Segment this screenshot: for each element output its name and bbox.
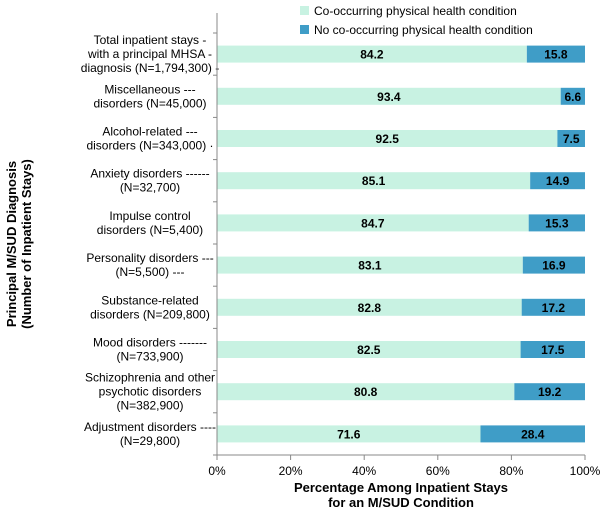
data-label: 15.3 (545, 216, 569, 230)
category-label: Impulse control (109, 209, 190, 223)
category-label: psychotic disorders (99, 385, 202, 399)
y-axis-title: Principal M/SUD Diagnosis (4, 161, 19, 327)
bar-segment (528, 214, 585, 232)
data-label: 82.8 (358, 301, 382, 315)
legend-swatch (300, 25, 309, 34)
bar-segment (557, 130, 585, 147)
bar-segment (514, 383, 585, 401)
x-tick-label: 60% (426, 464, 450, 478)
x-tick-label: 40% (352, 464, 376, 478)
x-axis-title: Percentage Among Inpatient Stays (294, 480, 508, 495)
bar-segment (217, 172, 531, 190)
bar-segment (480, 425, 585, 443)
data-label: 17.5 (541, 343, 565, 357)
data-label: 80.8 (354, 385, 378, 399)
data-label: 84.7 (361, 216, 385, 230)
data-label: 92.5 (376, 132, 400, 146)
data-label: 16.9 (542, 259, 566, 273)
legend-label: No co-occurring physical health conditio… (314, 23, 533, 37)
category-label: disorders (N=209,800) (90, 307, 210, 321)
data-label: 85.1 (362, 174, 386, 188)
bar-segment (520, 341, 585, 358)
category-label: (N=32,700) (120, 181, 180, 195)
category-label: (N=29,800) (120, 434, 180, 448)
data-label: 71.6 (337, 427, 361, 441)
category-label: Substance-related (101, 293, 198, 307)
bar-segment (521, 298, 585, 316)
category-label: (N=5,500) --- (115, 265, 184, 279)
y-axis-title: (Number of Inpatient Stays) (19, 159, 34, 329)
bar-segment (217, 298, 522, 316)
category-label: disorders (N=5,400) (97, 223, 203, 237)
category-label: disorders (N=343,000) · (86, 139, 213, 153)
bar-segment (217, 214, 529, 232)
data-label: 28.4 (521, 427, 545, 441)
legend-label: Co-occurring physical health condition (314, 4, 517, 18)
data-label: 84.2 (360, 48, 384, 62)
x-axis-title: for an M/SUD Condition (328, 495, 474, 510)
bar-segment (217, 45, 527, 63)
category-label: with a principal MHSA - (87, 47, 212, 61)
data-label: 6.6 (565, 90, 582, 104)
category-label: Mood disorders ------- (93, 336, 207, 350)
data-label: 14.9 (546, 174, 570, 188)
data-label: 82.5 (357, 343, 381, 357)
category-label: (N=733,900) (116, 350, 183, 364)
data-label: 83.1 (358, 259, 382, 273)
bar-segment (217, 383, 515, 401)
category-label: (N=382,900) (116, 399, 183, 413)
category-label: diagnosis (N=1,794,300) - (81, 61, 219, 75)
data-label: 93.4 (377, 90, 401, 104)
bar-segment (217, 256, 523, 274)
data-label: 7.5 (563, 132, 580, 146)
legend-swatch (300, 6, 309, 15)
category-label: Miscellaneous --- (104, 82, 195, 96)
bar-segment (522, 256, 585, 274)
bar-segment (217, 130, 558, 147)
bar-segment (530, 172, 585, 190)
category-label: Adjustment disorders ---- (84, 420, 216, 434)
x-tick-label: 80% (499, 464, 523, 478)
category-label: Total inpatient stays - (94, 33, 207, 47)
x-tick-label: 0% (208, 464, 226, 478)
bar-segment (217, 341, 521, 358)
category-label: disorders (N=45,000) (93, 96, 206, 110)
data-label: 15.8 (544, 48, 568, 62)
bar-segment (526, 45, 585, 63)
category-label: Alcohol-related --- (102, 125, 197, 139)
x-tick-label: 100% (570, 464, 601, 478)
category-label: Anxiety disorders ------ (90, 167, 209, 181)
bar-segment (217, 87, 561, 105)
x-tick-label: 20% (279, 464, 303, 478)
bar-segment (217, 425, 481, 443)
category-label: Personality disorders --- (86, 251, 213, 265)
data-label: 19.2 (538, 385, 562, 399)
category-label: Schizophrenia and other (85, 371, 215, 385)
data-label: 17.2 (542, 301, 566, 315)
bar-segment (560, 87, 585, 105)
